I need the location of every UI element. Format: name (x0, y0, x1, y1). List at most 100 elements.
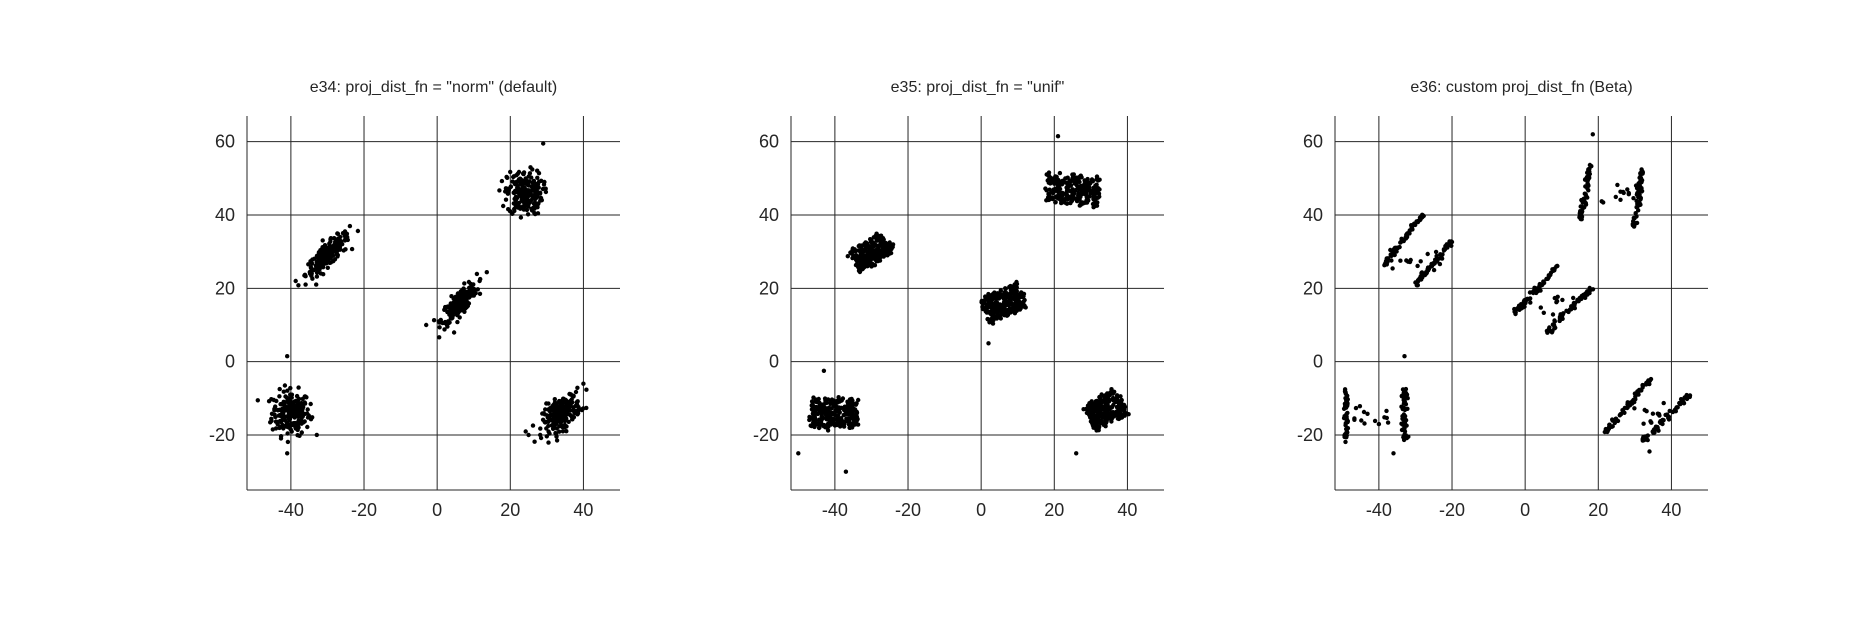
data-point (1550, 312, 1556, 317)
data-point (1093, 197, 1098, 202)
data-point (1081, 200, 1086, 206)
x-tick-label: -40 (278, 500, 304, 520)
data-point (543, 419, 549, 425)
data-point (1022, 303, 1027, 308)
data-point (1116, 416, 1122, 422)
data-point (1085, 403, 1091, 408)
data-point (1405, 231, 1410, 236)
data-point (443, 307, 448, 312)
data-point (1560, 297, 1565, 303)
cluster-1 (807, 395, 861, 433)
data-point (475, 287, 480, 292)
cluster-1 (1341, 387, 1351, 445)
data-point (1407, 259, 1413, 265)
data-point (843, 411, 848, 417)
data-point (989, 308, 994, 314)
data-point (442, 327, 447, 332)
data-point (560, 429, 566, 434)
data-point (1007, 306, 1012, 312)
data-point (1548, 270, 1554, 275)
data-point (532, 439, 537, 444)
data-point (1385, 259, 1390, 264)
data-point (285, 439, 291, 445)
data-point (865, 241, 870, 246)
data-point (1392, 252, 1397, 258)
data-point (530, 167, 535, 172)
cluster-15 (1627, 400, 1672, 426)
data-point (451, 330, 457, 335)
data-point (283, 394, 288, 399)
data-point (431, 318, 437, 323)
data-point (266, 399, 272, 404)
data-point (1376, 421, 1382, 427)
data-point (1401, 412, 1407, 417)
x-tick-label: 0 (976, 500, 986, 520)
data-point (1571, 295, 1576, 301)
data-point (477, 278, 482, 284)
data-point (523, 429, 528, 434)
data-point (1618, 197, 1623, 202)
data-point (1534, 290, 1539, 296)
data-point (546, 423, 551, 429)
data-point (1055, 189, 1061, 194)
data-point (314, 282, 319, 287)
data-point (292, 420, 297, 426)
data-point (1342, 414, 1347, 419)
data-point (550, 404, 555, 409)
data-point (335, 231, 341, 236)
chart-title: e34: proj_dist_fn = "norm" (default) (310, 79, 558, 96)
data-point (285, 431, 290, 436)
data-point (314, 432, 319, 438)
data-point (1067, 196, 1073, 201)
data-point (278, 436, 284, 441)
data-point (1344, 397, 1350, 402)
data-point (584, 387, 589, 392)
data-point (528, 198, 533, 204)
data-point (816, 405, 821, 411)
data-point (1439, 256, 1445, 261)
data-point (293, 278, 298, 284)
data-point (1626, 190, 1632, 196)
data-point (285, 421, 290, 426)
data-point (543, 407, 548, 412)
data-point (1372, 418, 1378, 424)
data-point (855, 259, 860, 264)
data-point (1046, 173, 1051, 178)
data-point (535, 168, 540, 173)
data-point (1384, 415, 1390, 421)
data-point (868, 259, 873, 264)
data-point (530, 188, 535, 193)
data-point (1001, 296, 1006, 301)
data-point (1103, 393, 1108, 398)
data-point (535, 211, 541, 216)
data-point (289, 412, 294, 418)
data-point (1552, 266, 1557, 271)
data-point (448, 308, 453, 313)
data-point (836, 416, 841, 421)
data-point (424, 322, 429, 328)
data-point (512, 206, 517, 212)
data-point (1086, 198, 1091, 203)
data-point (1576, 297, 1582, 302)
data-point (1651, 430, 1656, 435)
data-point (1094, 401, 1100, 406)
data-point (1647, 449, 1652, 454)
data-point (1622, 410, 1627, 415)
scatter-points (255, 141, 589, 456)
data-point (355, 228, 361, 234)
data-point (1343, 423, 1348, 428)
data-point (883, 252, 889, 257)
data-point (1008, 301, 1014, 306)
data-point (1097, 414, 1102, 419)
data-point (1069, 188, 1075, 193)
x-tick-label: -40 (822, 500, 848, 520)
data-point (1345, 410, 1350, 416)
data-point (1343, 404, 1349, 409)
data-point (796, 451, 801, 456)
data-point (573, 389, 579, 395)
data-point (286, 425, 291, 430)
data-point (541, 141, 546, 146)
scatter-panel-e36: e36: custom proj_dist_fn (Beta) -40 -20 0 20… (1297, 79, 1708, 520)
data-point (1003, 286, 1008, 292)
